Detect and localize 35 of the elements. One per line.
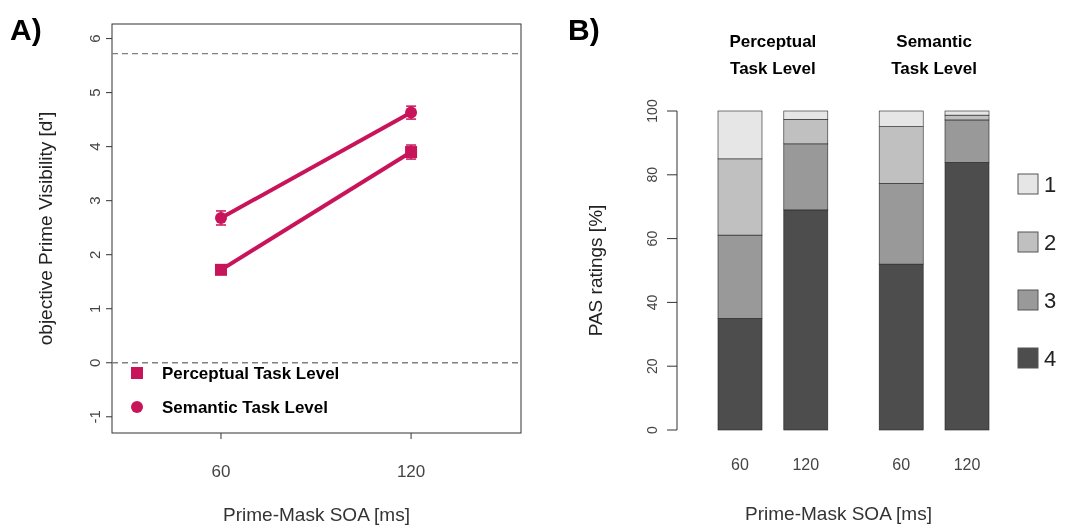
legend-label: 1: [1044, 172, 1057, 197]
y-tick-label: 60: [644, 230, 660, 247]
x-axis-title: Prime-Mask SOA [ms]: [223, 504, 410, 525]
legend-label: Perceptual Task Level: [162, 364, 340, 383]
x-tick-label: 120: [396, 462, 426, 481]
x-tick-label: 120: [953, 456, 981, 473]
x-tick-label: 60: [731, 456, 749, 473]
y-axis-title: objective Prime Visibility [d']: [35, 111, 56, 346]
text: Perceptual Task Level: [729, 32, 817, 78]
x-tick-label: 120: [792, 456, 820, 473]
legend-label: 2: [1044, 230, 1057, 255]
y-tick-label: 3: [86, 196, 103, 205]
y-tick-label: 5: [86, 88, 103, 97]
legend-label: 4: [1044, 346, 1057, 371]
legend-label: 3: [1044, 288, 1057, 313]
y-tick-label: 40: [644, 294, 660, 311]
y-tick-label: 2: [86, 250, 103, 259]
y-tick-label: 4: [86, 142, 103, 151]
y-tick-label: -1: [86, 410, 103, 424]
y-tick-label: 100: [644, 99, 660, 123]
text: Semantic Task Level: [891, 32, 977, 78]
y-tick-label: 6: [86, 34, 103, 43]
x-axis-title: Prime-Mask SOA [ms]: [745, 503, 932, 524]
y-tick-label: 80: [644, 166, 660, 183]
point: [214, 263, 227, 276]
y-tick-label: 0: [644, 425, 660, 434]
chart-title: A): [10, 13, 42, 46]
legend-label: Semantic Task Level: [162, 398, 328, 417]
y-tick-label: 0: [86, 358, 103, 367]
x-tick-label: 60: [211, 462, 231, 481]
y-tick-label: 20: [644, 358, 660, 374]
y-axis-title: PAS ratings [%]: [585, 204, 606, 337]
x-tick-label: 60: [892, 456, 911, 473]
chart-title: B): [568, 13, 600, 46]
y-tick-label: 1: [86, 304, 103, 313]
